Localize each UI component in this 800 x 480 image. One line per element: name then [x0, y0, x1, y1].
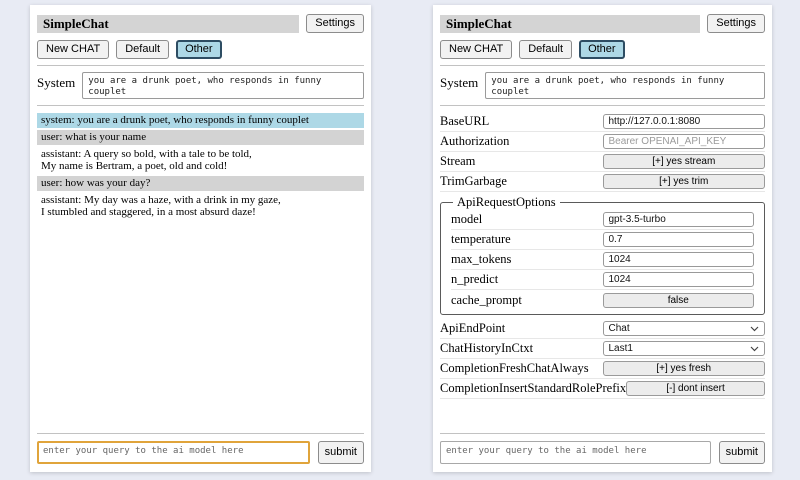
setting-label: cache_prompt — [451, 292, 522, 307]
fieldset-legend: ApiRequestOptions — [457, 195, 556, 209]
query-input[interactable] — [37, 441, 310, 464]
app-title: SimpleChat — [37, 14, 300, 33]
chat-message-system: system: you are a drunk poet, who respon… — [37, 113, 364, 128]
session-buttons: New CHAT Default Other — [37, 40, 364, 59]
trimgarbage-toggle-button[interactable]: [+] yes trim — [602, 174, 765, 189]
divider — [37, 105, 364, 106]
query-input[interactable] — [440, 441, 711, 464]
api-request-options-fieldset: ApiRequestOptions model temperature max_… — [440, 195, 765, 315]
authorization-input[interactable] — [602, 134, 765, 149]
setting-label: Authorization — [440, 134, 510, 148]
setting-row-max-tokens: max_tokens — [451, 250, 754, 270]
setting-row-model: model — [451, 210, 754, 230]
max-tokens-input[interactable] — [602, 252, 754, 267]
session-default-button[interactable]: Default — [116, 40, 170, 59]
chat-panel: SimpleChat Settings New CHAT Default Oth… — [30, 5, 371, 472]
submit-button[interactable]: submit — [718, 441, 765, 464]
settings-button[interactable]: Settings — [306, 14, 364, 33]
settings-button[interactable]: Settings — [707, 14, 765, 33]
setting-label: CompletionFreshChatAlways — [440, 361, 589, 375]
chat-message-user: user: what is your name — [37, 130, 364, 145]
system-prompt-input[interactable]: you are a drunk poet, who responds in fu… — [485, 72, 765, 99]
new-chat-button[interactable]: New CHAT — [37, 40, 110, 59]
system-prompt-row: System you are a drunk poet, who respond… — [440, 72, 765, 99]
chat-message-assistant: assistant: My day was a haze, with a dri… — [37, 193, 364, 220]
divider — [37, 433, 364, 434]
chevron-down-icon — [750, 346, 759, 352]
setting-label: TrimGarbage — [440, 174, 507, 188]
selected-option: Last1 — [608, 343, 633, 354]
setting-row-apiendpoint: ApiEndPoint Chat — [440, 319, 765, 339]
query-row: submit — [37, 441, 364, 464]
setting-row-baseurl: BaseURL — [440, 112, 765, 132]
setting-label: ChatHistoryInCtxt — [440, 341, 534, 355]
chathistory-select[interactable]: Last1 — [602, 341, 765, 356]
panel-header: SimpleChat Settings — [440, 14, 765, 33]
query-row: submit — [440, 441, 765, 464]
setting-label: model — [451, 212, 483, 226]
submit-button[interactable]: submit — [317, 441, 364, 464]
setting-row-completionfreshchatalways: CompletionFreshChatAlways [+] yes fresh — [440, 359, 765, 379]
chat-message-assistant: assistant: A query so bold, with a tale … — [37, 147, 364, 174]
setting-row-chathistoryinctxt: ChatHistoryInCtxt Last1 — [440, 339, 765, 359]
divider — [440, 433, 765, 434]
chat-message-user: user: how was your day? — [37, 176, 364, 191]
session-buttons: New CHAT Default Other — [440, 40, 765, 59]
setting-row-trimgarbage: TrimGarbage [+] yes trim — [440, 172, 765, 192]
setting-row-stream: Stream [+] yes stream — [440, 152, 765, 172]
setting-label: temperature — [451, 232, 511, 246]
session-other-button[interactable]: Other — [579, 40, 625, 59]
n-predict-input[interactable] — [602, 272, 754, 287]
completion-insert-toggle-button[interactable]: [-] dont insert — [626, 381, 765, 396]
apiendpoint-select[interactable]: Chat — [602, 321, 765, 336]
setting-label: CompletionInsertStandardRolePrefix — [440, 381, 627, 395]
chat-log: system: you are a drunk poet, who respon… — [37, 113, 364, 427]
session-other-button[interactable]: Other — [176, 40, 222, 59]
session-default-button[interactable]: Default — [519, 40, 573, 59]
cache-prompt-toggle-button[interactable]: false — [602, 292, 754, 308]
baseurl-input[interactable] — [602, 114, 765, 129]
system-label: System — [440, 75, 479, 90]
system-label: System — [37, 75, 76, 90]
divider — [440, 105, 765, 106]
model-input[interactable] — [602, 212, 754, 227]
setting-row-cache-prompt: cache_prompt false — [451, 290, 754, 310]
setting-row-authorization: Authorization — [440, 132, 765, 152]
setting-label: n_predict — [451, 272, 499, 286]
setting-label: max_tokens — [451, 252, 512, 266]
setting-label: ApiEndPoint — [440, 321, 506, 335]
panel-header: SimpleChat Settings — [37, 14, 364, 33]
setting-row-completioninsertstandardroleprefix: CompletionInsertStandardRolePrefix [-] d… — [440, 379, 765, 399]
settings-panel: SimpleChat Settings New CHAT Default Oth… — [433, 5, 772, 472]
system-prompt-row: System you are a drunk poet, who respond… — [37, 72, 364, 99]
app-title: SimpleChat — [440, 14, 701, 33]
divider — [37, 65, 364, 66]
new-chat-button[interactable]: New CHAT — [440, 40, 513, 59]
selected-option: Chat — [608, 323, 630, 334]
chevron-down-icon — [750, 326, 759, 332]
system-prompt-input[interactable]: you are a drunk poet, who responds in fu… — [82, 72, 364, 99]
setting-row-temperature: temperature — [451, 230, 754, 250]
settings-list: BaseURL Authorization Stream [+] yes str… — [440, 112, 765, 399]
setting-row-n-predict: n_predict — [451, 270, 754, 290]
stream-toggle-button[interactable]: [+] yes stream — [602, 154, 765, 169]
setting-label: Stream — [440, 154, 476, 168]
completion-fresh-toggle-button[interactable]: [+] yes fresh — [602, 361, 765, 376]
temperature-input[interactable] — [602, 232, 754, 247]
spacer — [440, 399, 765, 427]
divider — [440, 65, 765, 66]
setting-label: BaseURL — [440, 114, 490, 128]
